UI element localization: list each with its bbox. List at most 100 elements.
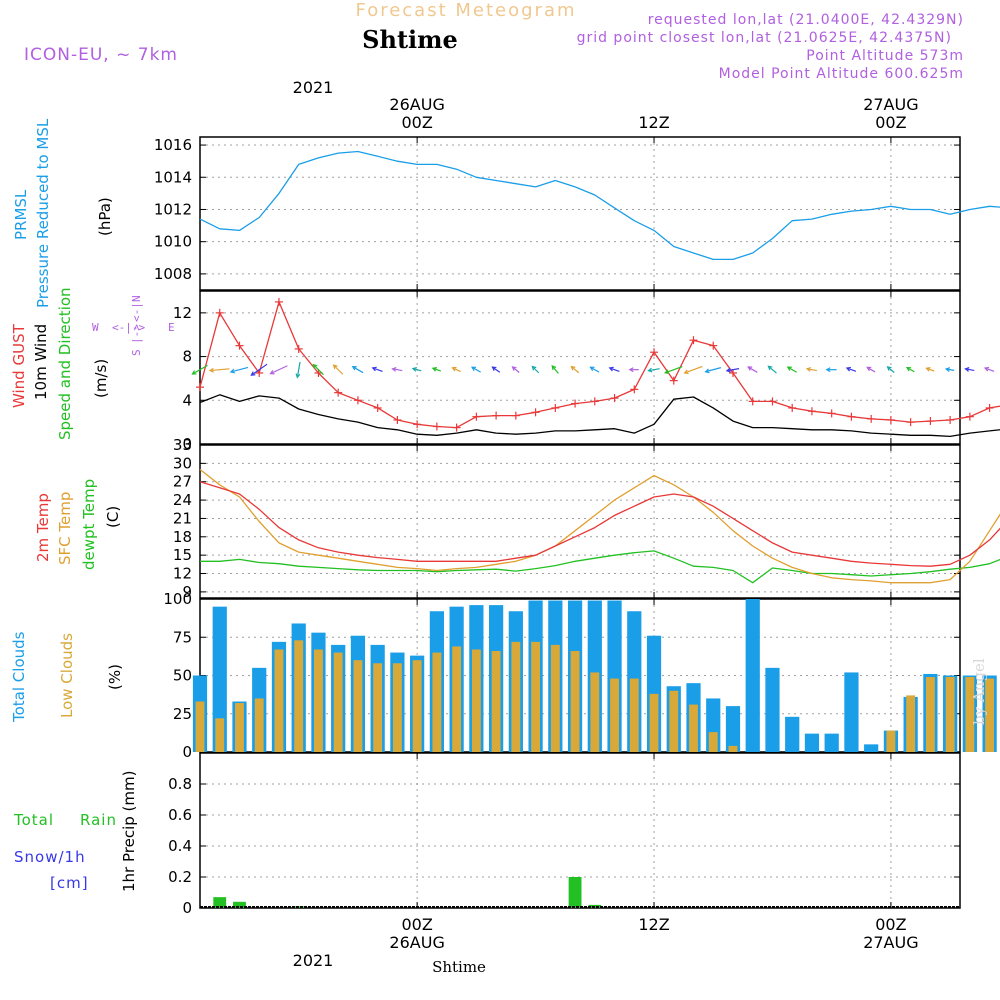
wind-arrow-head — [964, 367, 970, 372]
y-tick-label: 18 — [173, 528, 192, 546]
footer-location: Shtime — [432, 958, 486, 976]
temp-2m-line — [199, 481, 1000, 567]
low-clouds-bar — [925, 677, 935, 752]
wind-arrow-head — [704, 368, 710, 374]
wind-arrow — [768, 365, 777, 374]
y-tick-label: 9 — [182, 583, 192, 601]
y-tick-label: 12 — [173, 304, 192, 322]
gridpoint-coords: grid point closest lon,lat (21.0625E, 42… — [577, 30, 952, 46]
low-clouds-bar — [728, 745, 738, 752]
y-tick-label: 1010 — [154, 233, 192, 251]
wind-arrow — [846, 367, 857, 372]
top-year: 2021 — [293, 78, 334, 97]
low-clouds-bar — [945, 677, 955, 752]
temp-2m-label: 2m Temp — [34, 493, 52, 562]
wind-arrow-head — [866, 366, 872, 372]
wind-arrow-head — [983, 366, 990, 372]
wind-arrow-head — [845, 366, 851, 372]
wind-arrow — [984, 367, 995, 372]
y-tick-label: 1008 — [154, 265, 192, 283]
wind-arrow — [251, 363, 268, 376]
total-clouds-bar — [864, 744, 879, 752]
requested-coords: requested lon,lat (21.0400E, 42.4329N) — [648, 12, 964, 28]
wind-speed-dir-label: Speed and Direction — [56, 287, 74, 440]
wind-arrow — [209, 368, 230, 372]
y-tick-label: 0 — [182, 743, 192, 761]
wind-arrow-head — [747, 366, 753, 371]
low-clouds-bar — [906, 695, 916, 752]
y-tick-label: 12 — [173, 565, 192, 583]
top-day-label: 27AUG — [863, 95, 918, 114]
bottom-year: 2021 — [293, 951, 334, 970]
low-clouds-bar — [392, 663, 402, 752]
wind-arrow-head — [886, 366, 892, 371]
compass-s-arrow: |-> — [130, 324, 143, 344]
wind-speed-line — [199, 394, 1000, 438]
wind-arrow — [471, 366, 481, 373]
temp-labels: 2m Temp SFC Temp dewpt Temp (C) — [34, 479, 122, 570]
y-tick-label: 8 — [182, 348, 192, 366]
wind-arrow-head — [411, 367, 417, 372]
wind-arrow — [664, 365, 683, 374]
y-tick-label: 27 — [173, 473, 192, 491]
clouds-unit-label: (%) — [106, 664, 124, 690]
top-day-label: 26AUG — [389, 95, 444, 114]
y-tick-label: 24 — [173, 491, 192, 509]
low-clouds-bar — [491, 651, 501, 752]
total-clouds-bar — [844, 672, 859, 752]
low-clouds-bar — [708, 732, 718, 752]
precip-total-label: Total — [13, 811, 54, 829]
total-clouds-bar — [212, 606, 227, 752]
low-clouds-bar — [412, 660, 422, 752]
low-clouds-bar — [235, 703, 244, 752]
top-time-label: 00Z — [401, 113, 432, 132]
wind-arrow — [313, 364, 324, 376]
low-clouds-bar — [965, 677, 975, 752]
precip-panel: 0 0.2 0.4 0.6 0.8 — [168, 752, 961, 917]
low-clouds-bar — [314, 649, 323, 752]
clouds-panel: 0 25 50 75 100 — [163, 590, 997, 761]
low-clouds-bar — [471, 649, 481, 752]
compass-n: N — [130, 295, 143, 302]
panel-frame — [199, 290, 961, 445]
y-tick-label: 0 — [182, 899, 192, 917]
wind-arrow — [531, 366, 540, 374]
precip-labels: Total Rain Snow/1h [cm] 1hr Precip (mm) — [13, 771, 138, 892]
precip-rain-label: Rain — [80, 811, 117, 829]
wind-arrow-head — [491, 366, 497, 371]
compass-s: S — [130, 349, 143, 356]
point-altitude: Point Altitude 573m — [806, 48, 964, 64]
wind-arrow-head — [531, 365, 537, 371]
pressure-line — [199, 150, 1000, 261]
wind-arrow-head — [628, 367, 634, 373]
wind-arrow-head — [589, 366, 595, 371]
wind-10m-label: 10m Wind — [32, 324, 50, 400]
low-clouds-bar — [195, 701, 205, 752]
wind-unit-label: (m/s) — [92, 359, 110, 398]
y-tick-label: 75 — [173, 628, 192, 646]
temp-sfc-label: SFC Temp — [56, 492, 74, 565]
wind-arrow-head — [208, 367, 214, 373]
wind-arrow — [412, 367, 422, 372]
wind-arrow-head — [825, 367, 831, 373]
wind-arrow — [926, 367, 935, 372]
prmsl-label: PRMSL — [12, 189, 30, 240]
wind-arrow — [946, 368, 955, 371]
compass-e: E — [168, 321, 175, 334]
y-tick-label: 100 — [163, 590, 192, 608]
wind-arrow — [648, 368, 660, 372]
wind-arrow-head — [944, 367, 951, 372]
wind-arrow — [684, 365, 703, 374]
temp-dewpt-label: dewpt Temp — [80, 479, 98, 570]
low-clouds-bar — [353, 660, 363, 752]
wind-arrow — [392, 368, 403, 372]
wind-arrow — [726, 368, 740, 372]
bottom-time-ticks: 00Z26AUG12Z00Z27AUG12Z00Z28AUG12Z — [389, 915, 918, 952]
compass-w: W — [92, 321, 99, 334]
wind-arrow-head — [269, 370, 275, 375]
wind-arrow-head — [767, 365, 773, 371]
wind-arrow-head — [570, 365, 576, 371]
total-clouds-bar — [785, 716, 800, 752]
